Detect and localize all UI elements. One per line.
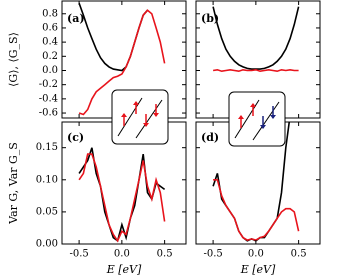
spin-head: [121, 113, 127, 117]
y-tick-label: 0.8: [42, 8, 58, 19]
y-axis-label: Var G, Var G_S: [7, 142, 20, 225]
insets: [111, 89, 286, 147]
y-tick-label: 0.0: [42, 65, 58, 76]
y-tick-label: 0.6: [42, 22, 58, 33]
y-tick-label: -0.6: [39, 108, 58, 119]
series-line: [212, 68, 299, 73]
x-tick-label: 0.5: [291, 249, 307, 260]
y-tick-label: 0.15: [36, 142, 58, 153]
series-line: [78, 9, 166, 116]
y-tick-label: 0.4: [42, 37, 58, 48]
x-axis-label: E [eV]: [106, 263, 142, 276]
inset-lead: [135, 99, 163, 139]
y-tick-label: -0.4: [39, 93, 58, 104]
x-tick-label: 0.0: [248, 249, 264, 260]
spin-head: [270, 115, 276, 119]
y-tick-label: 0.00: [36, 239, 58, 250]
y-tick-label: 0.10: [36, 174, 58, 185]
series-line: [213, 179, 300, 241]
x-tick-label: 0.0: [114, 249, 130, 260]
y-tick-label: 0.2: [42, 51, 58, 62]
series-line: [212, 6, 300, 70]
inset-lead: [252, 101, 280, 141]
inset-box: [228, 91, 286, 147]
x-tick-label: 0.5: [157, 249, 173, 260]
inset-box: [111, 89, 169, 145]
panel-label: (b): [201, 12, 219, 25]
panel-label: (d): [201, 131, 219, 144]
x-axis-label: E [eV]: [240, 263, 276, 276]
panel-label: (c): [67, 131, 84, 144]
panel-label: (a): [67, 12, 85, 25]
series-line: [78, 2, 149, 72]
spin-head: [153, 113, 159, 117]
spin-head: [260, 125, 266, 129]
y-axis-label: ⟨G⟩, ⟨G_S⟩: [7, 32, 20, 87]
spin-head: [250, 103, 256, 107]
spin-head: [238, 115, 244, 119]
spin-head: [143, 123, 149, 127]
x-tick-label: -0.5: [69, 249, 88, 260]
spin-head: [133, 101, 139, 105]
y-tick-label: -0.2: [39, 79, 58, 90]
x-tick-label: -0.5: [203, 249, 222, 260]
series-line: [78, 153, 166, 243]
series-line: [78, 147, 166, 243]
y-tick-label: 0.05: [36, 206, 58, 217]
